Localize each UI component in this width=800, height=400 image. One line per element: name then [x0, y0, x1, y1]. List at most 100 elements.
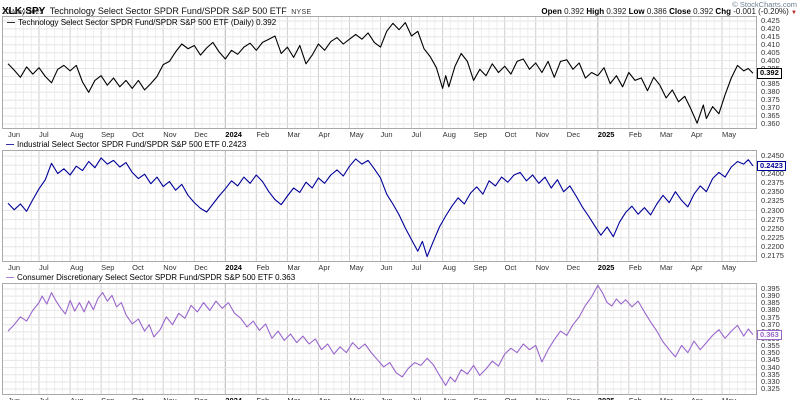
y-tick-label: 0.385 — [761, 298, 780, 308]
x-tick-label: Apr — [318, 263, 331, 272]
y-tick-label: 0.400 — [761, 55, 780, 65]
y-tick-label: 0.340 — [761, 362, 780, 372]
y-tick-label: 0.2450 — [761, 151, 784, 161]
consumer-discretionary-ratio-plot[interactable] — [3, 284, 756, 394]
down-triangle-icon: ▼ — [791, 10, 797, 16]
chart-date: 20-May-2025 — [2, 9, 44, 16]
x-tick-label: Apr — [690, 130, 703, 139]
y-tick-label: 0.325 — [761, 384, 780, 393]
x-tick-label: Aug — [443, 396, 456, 400]
industrial-legend-label: Industrial Select Sector SPDR Fund/SPDR … — [17, 140, 247, 149]
chg-value: -0.001 (-0.20%) — [733, 7, 789, 16]
x-tick-label: Apr — [318, 396, 330, 400]
ticker-description: Technology Select Sector SPDR Fund/SPDR … — [49, 6, 287, 16]
x-tick-label: Jul — [411, 130, 422, 139]
y-tick-label: 0.2375 — [761, 178, 784, 188]
x-tick-label: Dec — [194, 130, 208, 139]
x-tick-label: 2025 — [597, 263, 615, 272]
legend-line-swatch: — — [6, 273, 14, 282]
technology-x-axis: Jun Jul Aug Sep Oct Nov Dec 2024 Feb Mar Apr May Jun… — [0, 129, 800, 140]
x-tick-label: Feb — [629, 396, 642, 400]
x-tick-label: Feb — [256, 396, 269, 400]
x-tick-label: Sep — [473, 263, 487, 272]
technology-ratio-pane[interactable]: — Technology Select Sector SPDR Fund/SPDR… — [2, 16, 782, 129]
y-tick-label: 0.2300 — [761, 205, 784, 215]
x-tick-label: Aug — [442, 263, 456, 272]
x-tick-label: Feb — [256, 130, 270, 139]
y-tick-label: 0.370 — [761, 319, 780, 329]
chart-header: XLK:SPY Technology Select Sector SPDR Fu… — [0, 0, 800, 17]
x-tick-label: May — [349, 263, 364, 272]
technology-legend-label: Technology Select Sector SPDR Fund/SPDR … — [18, 18, 277, 27]
x-tick-label: Mar — [659, 130, 673, 139]
x-tick-label: Jul — [412, 396, 422, 400]
y-tick-label: 0.2225 — [761, 232, 784, 242]
y-tick-label: 0.2275 — [761, 214, 784, 224]
y-tick-label: 0.2325 — [761, 196, 784, 206]
close-value: 0.392 — [693, 7, 714, 16]
y-tick-label: 0.2400 — [761, 169, 784, 179]
y-tick-label: 0.390 — [761, 291, 780, 301]
x-tick-label: May — [721, 263, 737, 272]
consumer-discretionary-legend-label: Consumer Discretionary Select Sector SPD… — [17, 273, 296, 282]
close-label: Close — [669, 7, 691, 16]
x-tick-label: Sep — [474, 396, 487, 400]
x-tick-label: Jun — [8, 263, 21, 272]
technology-ratio-plot[interactable] — [3, 17, 756, 128]
consumer-discretionary-ratio-pane[interactable]: 0.3250.3300.3350.3400.3450.3500.3550.360… — [2, 283, 782, 395]
open-label: Open — [541, 7, 562, 16]
y-tick-label: 0.420 — [761, 23, 780, 33]
x-tick-label: Dec — [566, 130, 581, 139]
x-tick-label: Jul — [39, 396, 49, 400]
x-tick-label: Sep — [101, 263, 115, 272]
x-tick-label: Oct — [132, 396, 144, 400]
y-tick-label: 0.395 — [761, 64, 780, 73]
industrial-last-price-badge: 0.2423 — [757, 160, 786, 172]
y-tick-label: 0.380 — [761, 305, 780, 315]
y-tick-label: 0.360 — [761, 119, 780, 129]
x-tick-label: Apr — [690, 263, 703, 272]
industrial-x-axis: Jun Jul Aug Sep Oct Nov Dec 2024 Feb Mar Apr May Jun… — [0, 262, 800, 273]
y-tick-label: 0.375 — [761, 312, 780, 322]
consumer-discretionary-legend: — Consumer Discretionary Select Sector SP… — [0, 273, 800, 283]
ticker-symbol: XLK:SPY — [2, 6, 46, 17]
x-tick-label: Apr — [318, 130, 331, 139]
x-tick-label: Sep — [101, 396, 114, 400]
y-tick-label: 0.330 — [761, 376, 780, 386]
technology-legend: — Technology Select Sector SPDR Fund/SPDR… — [7, 18, 276, 27]
x-tick-label: Nov — [535, 130, 550, 139]
consumer-discretionary-last-price-badge: 0.363 — [757, 329, 782, 341]
x-tick-label: Oct — [504, 263, 517, 272]
y-tick-label: 0.375 — [761, 95, 780, 105]
y-tick-label: 0.380 — [761, 87, 780, 97]
x-tick-label: Jun — [381, 396, 393, 400]
industrial-ratio-pane[interactable]: 0.2175 0.2200 0.2225 0.2250 0.2275 0.2300 0.23… — [2, 150, 786, 262]
x-tick-label: Feb — [256, 263, 270, 272]
x-tick-label: Jun — [8, 396, 20, 400]
open-value: 0.392 — [564, 7, 585, 16]
x-tick-label: 2024 — [225, 263, 242, 272]
x-tick-label: Oct — [504, 130, 517, 139]
high-value: 0.392 — [606, 7, 627, 16]
y-tick-label: 0.385 — [761, 79, 780, 89]
y-tick-label: 0.405 — [761, 47, 780, 57]
x-tick-label: Apr — [691, 396, 703, 400]
x-tick-label: Nov — [163, 396, 176, 400]
x-tick-label: Feb — [628, 263, 642, 272]
x-tick-label: Jun — [380, 263, 393, 272]
x-tick-label: Nov — [163, 130, 177, 139]
legend-line-swatch: — — [7, 18, 15, 27]
x-tick-label: Aug — [70, 396, 83, 400]
y-tick-label: 0.415 — [761, 31, 780, 41]
industrial-ratio-plot[interactable] — [3, 151, 756, 261]
stockcharts-copyright-link[interactable]: © StockCharts.com — [732, 0, 797, 9]
x-tick-label: Nov — [163, 263, 177, 272]
x-tick-label: May — [722, 396, 736, 400]
y-tick-label: 0.335 — [761, 369, 780, 379]
consumer-discretionary-x-axis: Jun Jul Aug Sep Oct Nov Dec 2024 Feb Mar Apr May Jun… — [0, 395, 800, 400]
y-tick-label: 0.395 — [761, 283, 780, 293]
x-tick-label: Dec — [566, 263, 581, 272]
low-label: Low — [628, 7, 645, 16]
x-tick-label: Dec — [194, 396, 207, 400]
